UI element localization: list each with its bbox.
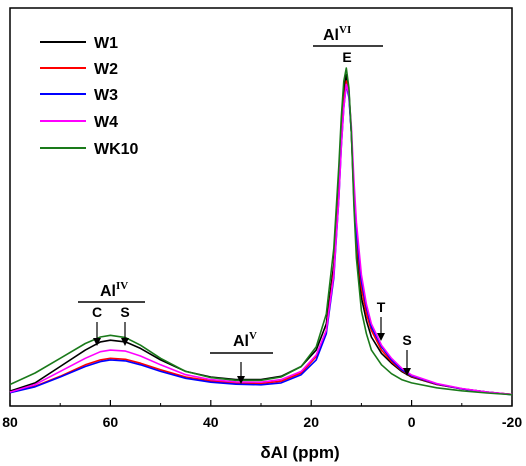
annotation-al4-marker-s-label: S xyxy=(120,304,129,320)
annotation-al4-label: AlIV xyxy=(100,280,128,300)
annotation-al6-marker-s-label: S xyxy=(402,332,411,348)
legend: W1 W2 W3 W4 WK10 xyxy=(40,35,139,158)
series-line-wk10 xyxy=(9,67,513,396)
annotation-al6-marker-t-arrowhead xyxy=(377,333,385,341)
x-tick-label: 0 xyxy=(408,414,416,430)
x-tick-label: -20 xyxy=(502,414,522,430)
annotation-al6-marker-t-label: T xyxy=(377,299,386,315)
annotation-al4-marker-c-arrowhead xyxy=(93,338,101,346)
legend-label-w1: W1 xyxy=(94,35,118,52)
x-tick-label: 60 xyxy=(103,414,119,430)
annotation-al5-arrowhead xyxy=(237,376,245,384)
series-line-w4 xyxy=(9,83,513,396)
x-tick-label: 80 xyxy=(2,414,18,430)
annotation-al6: AlVI E T S xyxy=(313,24,412,376)
series-line-w3 xyxy=(9,83,513,396)
x-axis-label: δAl (ppm) xyxy=(260,443,339,462)
annotation-al5: AlV xyxy=(210,330,273,384)
x-axis-ticks: 80 60 40 20 0 -20 xyxy=(2,400,522,430)
series-line-w2 xyxy=(9,80,513,396)
annotation-al4: AlIV C S xyxy=(78,280,145,346)
annotation-al6-marker-e-label: E xyxy=(342,49,351,65)
series-line-w1 xyxy=(9,73,513,396)
legend-label-w2: W2 xyxy=(94,61,118,78)
legend-label-w4: W4 xyxy=(94,114,118,131)
x-tick-label: 20 xyxy=(303,414,319,430)
annotation-al6-marker-s-arrowhead xyxy=(403,368,411,376)
legend-label-wk10: WK10 xyxy=(94,141,139,158)
annotation-al4-marker-s-arrowhead xyxy=(121,338,129,346)
x-tick-label: 40 xyxy=(203,414,219,430)
series-layer xyxy=(9,67,513,396)
annotation-al5-label: AlV xyxy=(233,330,257,350)
annotation-al4-marker-c-label: C xyxy=(92,304,102,320)
legend-label-w3: W3 xyxy=(94,87,118,104)
annotation-al6-label: AlVI xyxy=(323,24,351,44)
